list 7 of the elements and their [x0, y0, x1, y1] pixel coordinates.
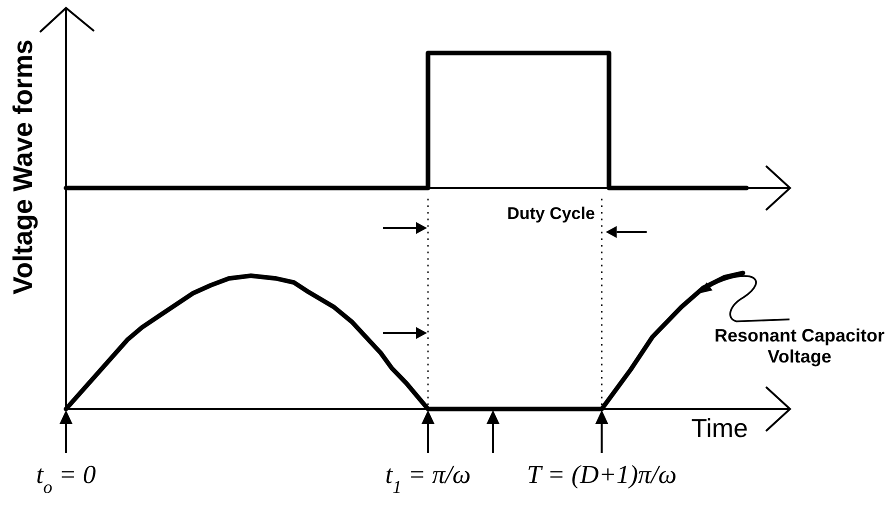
- x-tick-label: T = (D+1)π/ω: [526, 460, 677, 489]
- x-axis-title: Time: [691, 413, 748, 443]
- x-tick-label: t$_{o}$ = 0: [36, 460, 96, 497]
- x-tick-label: t$_{1}$ = π/ω: [385, 460, 471, 497]
- text: Duty Cycle: [507, 204, 595, 223]
- annotation: Resonant Capacitor Voltage: [714, 325, 885, 366]
- y-axis-title: Voltage Wave forms: [8, 39, 38, 295]
